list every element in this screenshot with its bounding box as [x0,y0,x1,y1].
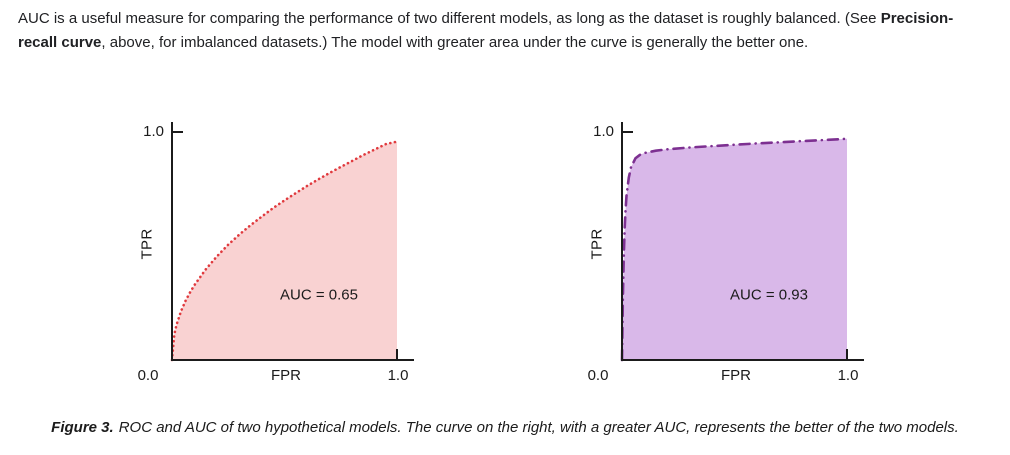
y-axis-max-label: 1.0 [593,123,614,140]
x-axis-max-label: 1.0 [387,367,409,384]
x-axis-min-label: 0.0 [587,367,609,384]
roc-plot-area [170,122,414,362]
auc-annotation: AUC = 0.93 [730,286,808,304]
figure-caption-label: Figure 3. [51,419,114,436]
roc-fill-shape [172,141,397,360]
roc-fill-shape [622,138,847,360]
figure-charts-row: 1.0 TPR AUC = 0.65 0.0 FPR 1.0 1.0 TPR [122,114,882,396]
intro-text-post: , above, for imbalanced datasets.) The m… [101,34,809,51]
roc-curve-line [170,140,399,362]
x-axis-max-label: 1.0 [837,367,859,384]
intro-text-pre: AUC is a useful measure for comparing th… [18,10,881,27]
roc-chart-right: 1.0 TPR AUC = 0.93 0.0 FPR 1.0 [572,114,882,396]
intro-paragraph: AUC is a useful measure for comparing th… [18,7,966,55]
roc-plot-area [620,122,864,362]
x-axis-min-label: 0.0 [137,367,159,384]
intro-bold-link-text: Precision-recall curve [18,10,954,51]
auc-annotation: AUC = 0.65 [280,286,358,304]
figure-caption: Figure 3. ROC and AUC of two hypothetical… [0,419,1010,436]
x-axis-title: FPR [721,367,751,384]
y-axis-max-label: 1.0 [143,123,164,140]
x-axis-title: FPR [271,367,301,384]
roc-curve-line [620,137,849,362]
figure-caption-text: ROC and AUC of two hypothetical models. … [118,419,959,436]
roc-chart-left: 1.0 TPR AUC = 0.65 0.0 FPR 1.0 [122,114,432,396]
